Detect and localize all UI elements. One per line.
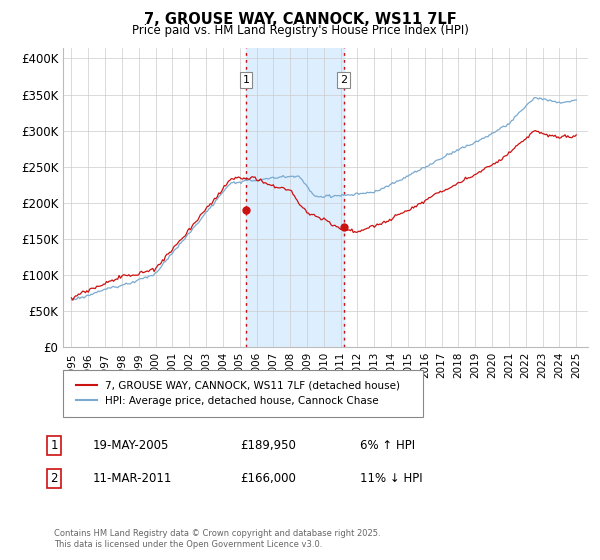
Text: Contains HM Land Registry data © Crown copyright and database right 2025.
This d: Contains HM Land Registry data © Crown c… (54, 529, 380, 549)
Text: £189,950: £189,950 (240, 438, 296, 452)
Bar (246, 48, 344, 347)
Text: Price paid vs. HM Land Registry's House Price Index (HPI): Price paid vs. HM Land Registry's House … (131, 24, 469, 37)
Text: 11-MAR-2011: 11-MAR-2011 (93, 472, 172, 486)
Text: 2: 2 (50, 472, 58, 486)
Text: 6% ↑ HPI: 6% ↑ HPI (360, 438, 415, 452)
Text: £166,000: £166,000 (240, 472, 296, 486)
Legend: 7, GROUSE WAY, CANNOCK, WS11 7LF (detached house), HPI: Average price, detached : 7, GROUSE WAY, CANNOCK, WS11 7LF (detach… (72, 377, 404, 410)
Text: 2: 2 (340, 75, 347, 85)
Text: 7, GROUSE WAY, CANNOCK, WS11 7LF: 7, GROUSE WAY, CANNOCK, WS11 7LF (143, 12, 457, 27)
Text: 19-MAY-2005: 19-MAY-2005 (93, 438, 169, 452)
Text: 1: 1 (242, 75, 250, 85)
FancyBboxPatch shape (63, 370, 423, 417)
Text: 1: 1 (50, 438, 58, 452)
Text: 11% ↓ HPI: 11% ↓ HPI (360, 472, 422, 486)
